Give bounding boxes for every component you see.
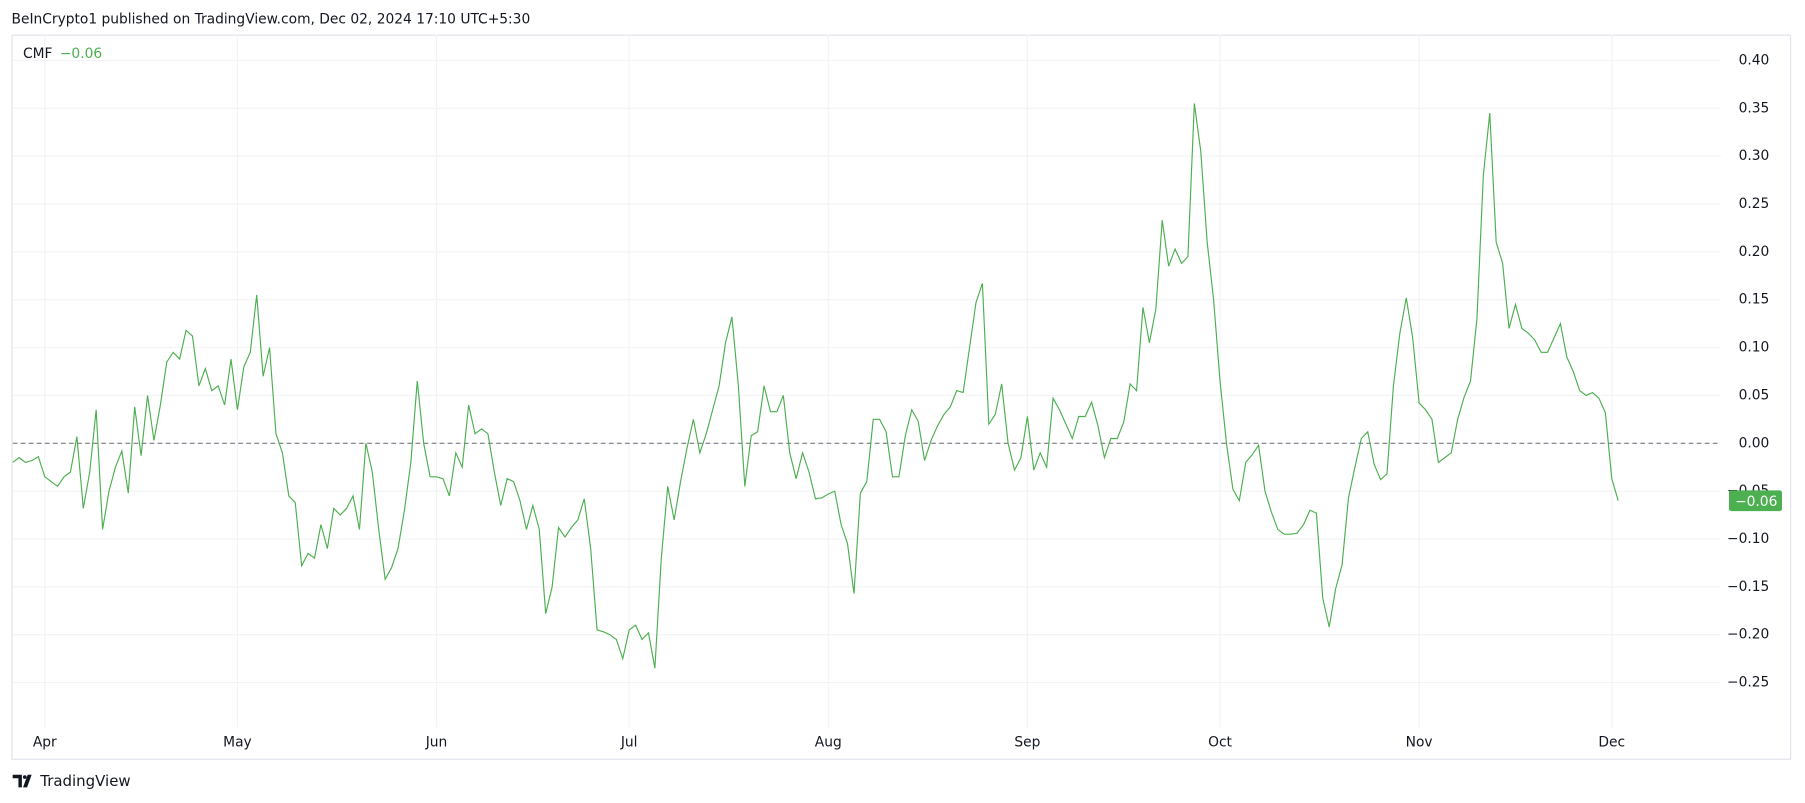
x-tick-label: Dec	[1598, 735, 1625, 751]
x-tick-label: Oct	[1208, 735, 1232, 751]
y-tick-label: −0.20	[1727, 627, 1769, 643]
y-tick-label: 0.25	[1739, 196, 1770, 212]
y-tick-label: 0.00	[1739, 435, 1770, 451]
x-tick-label: Jul	[620, 735, 638, 751]
last-value-badge	[1729, 490, 1782, 512]
y-tick-label: 0.30	[1739, 148, 1770, 164]
legend-value: −0.06	[60, 46, 102, 62]
x-tick-label: Sep	[1014, 735, 1040, 751]
header: BeInCrypto1 published on TradingView.com…	[12, 12, 531, 28]
last-value-label: −0.06	[1735, 494, 1777, 510]
x-tick-label: Jun	[425, 735, 448, 751]
x-tick-label: Apr	[33, 735, 57, 751]
x-tick-label: May	[223, 735, 252, 751]
plot	[12, 103, 1721, 669]
chart-frame	[11, 34, 1792, 760]
x-tick-label: Nov	[1406, 735, 1433, 751]
y-tick-label: 0.15	[1739, 292, 1770, 308]
brand-logo	[12, 774, 32, 788]
y-tick-label: 0.05	[1739, 387, 1770, 403]
y-tick-label: 0.20	[1739, 244, 1770, 260]
y-tick-label: 0.10	[1739, 340, 1770, 356]
brand: TradingView	[39, 772, 130, 790]
y-tick-label: −0.25	[1727, 675, 1769, 691]
cmf-line	[12, 103, 1619, 669]
y-tick-label: 0.40	[1739, 52, 1770, 68]
y-tick-label: −0.10	[1727, 531, 1769, 547]
grid	[12, 34, 1721, 728]
y-tick-label: 0.35	[1739, 100, 1770, 116]
axes: 0.40 0.35 0.30 0.25 0.20 0.15 0.10 0.05 0.00 −0.0…	[33, 52, 1782, 751]
y-tick-label: −0.15	[1727, 579, 1769, 595]
x-tick-label: Aug	[815, 735, 842, 751]
legend-name: CMF	[23, 46, 53, 62]
